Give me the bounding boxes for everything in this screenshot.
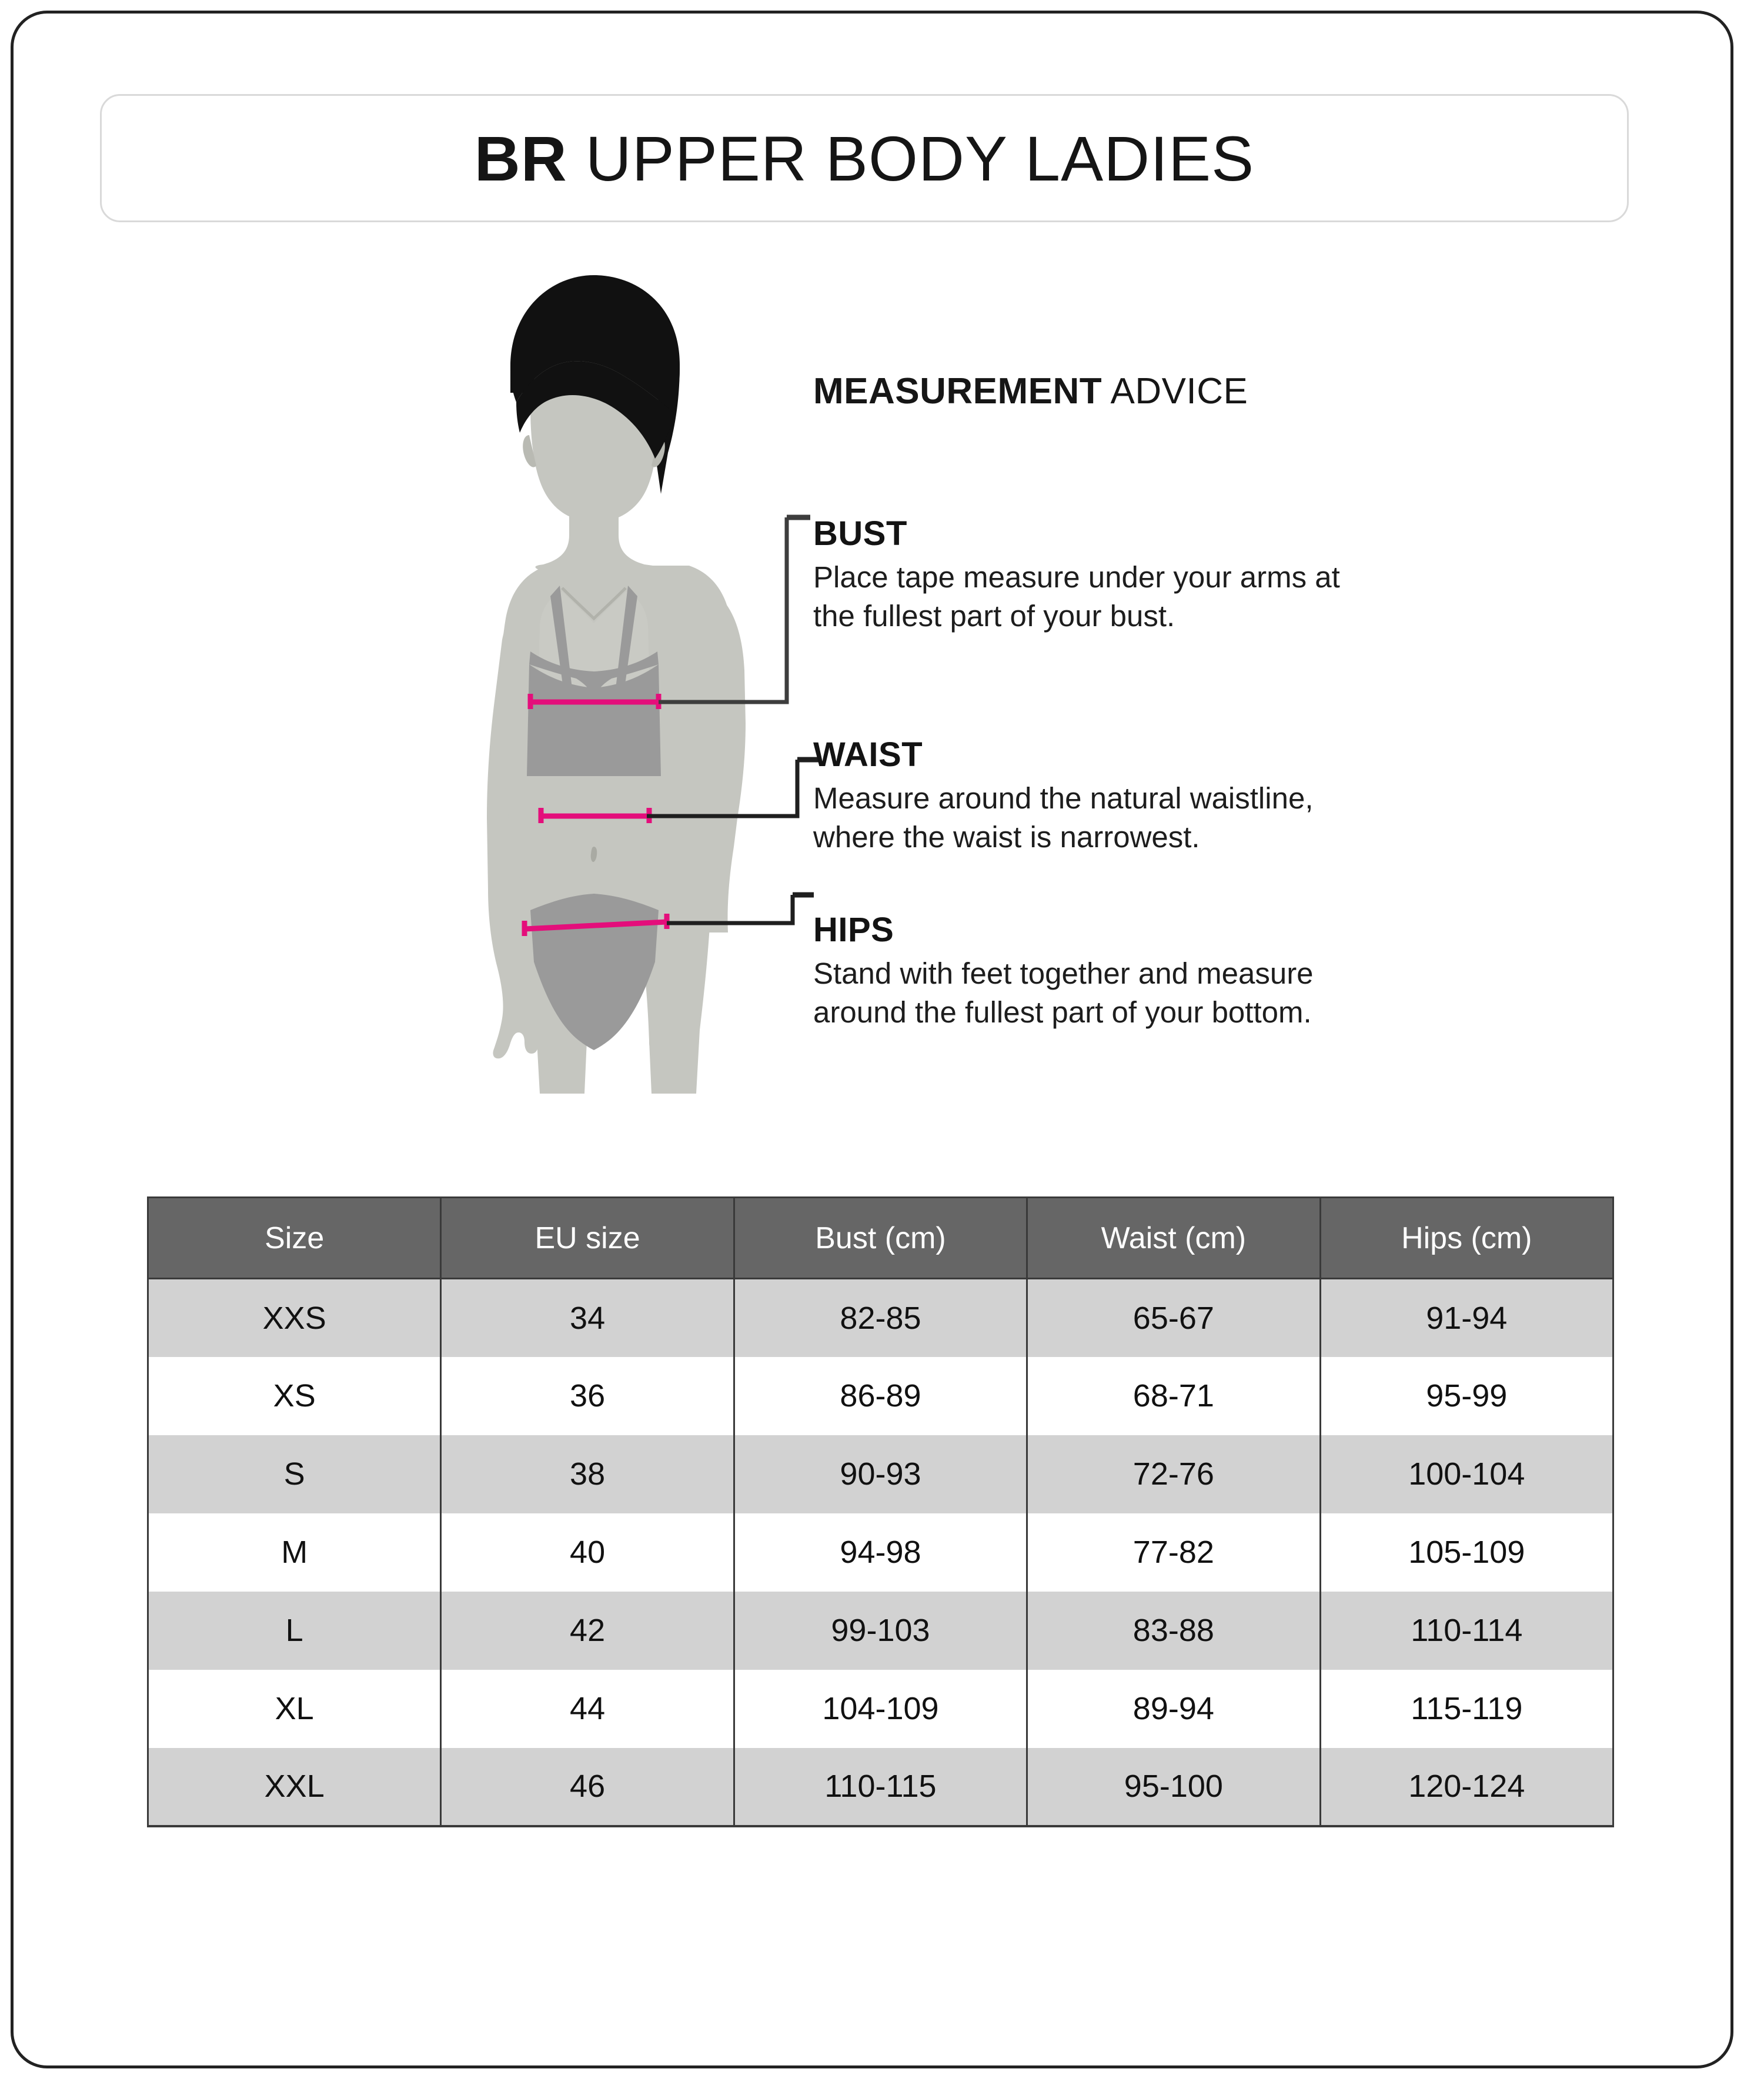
size-table-cell-r6-c0: XXL [146,1747,442,1827]
advice-text-waist-line2: where the waist is narrowest. [813,820,1200,854]
advice-text-waist-line1: Measure around the natural waistline, [813,781,1314,815]
size-table-cell-r6-c4: 120-124 [1319,1747,1615,1827]
size-table-cell-r1-c2: 86-89 [733,1356,1028,1435]
size-table-cell-r4-c4: 110-114 [1319,1591,1615,1670]
size-table-col-header-2: Bust (cm) [733,1196,1028,1279]
size-table-cell-r2-c0: S [146,1435,442,1513]
size-table-cell-r1-c0: XS [146,1356,442,1435]
advice-text-waist: Measure around the natural waistline, wh… [813,779,1507,857]
size-table-cell-r5-c1: 44 [440,1669,735,1748]
size-table-cell-r1-c3: 68-71 [1026,1356,1321,1435]
size-table-col-header-1: EU size [440,1196,735,1279]
size-table-cell-r5-c3: 89-94 [1026,1669,1321,1748]
size-table-body: XXS 34 82-85 65-67 91-94 XS 36 86-89 68-71 95-99 S… [146,1278,1615,1827]
brand-label: BR [474,122,567,194]
size-table-cell-r5-c2: 104-109 [733,1669,1028,1748]
table-row: M 40 94-98 77-82 105-109 [146,1513,1615,1592]
bra-top [527,664,661,776]
size-table: Size EU size Bust (cm) Waist (cm) Hips (cm) … [146,1196,1615,1827]
advice-item-hips: HIPS Stand with feet together and measur… [813,910,1507,1032]
advice-text-bust-line1: Place tape measure under your arms at [813,560,1340,594]
size-table-col-header-0: Size [146,1196,442,1279]
size-table-cell-r4-c3: 83-88 [1026,1591,1321,1670]
size-table-cell-r0-c3: 65-67 [1026,1278,1321,1357]
navel-mark [590,847,597,862]
table-row: XXL 46 110-115 95-100 120-124 [146,1747,1615,1827]
advice-text-bust-line2: the fullest part of your bust. [813,599,1175,633]
advice-text-hips-line2: around the fullest part of your bottom. [813,995,1312,1030]
size-table-cell-r6-c1: 46 [440,1747,735,1827]
table-row: XXS 34 82-85 65-67 91-94 [146,1278,1615,1357]
size-table-cell-r1-c4: 95-99 [1319,1356,1615,1435]
advice-item-bust: BUST Place tape measure under your arms … [813,514,1507,636]
hair-front-shape [510,276,680,413]
advice-heading-rest: ADVICE [1102,371,1248,412]
advice-heading-strong: MEASUREMENT [813,371,1102,412]
advice-text-hips: Stand with feet together and measure aro… [813,954,1507,1032]
advice-text-hips-line1: Stand with feet together and measure [813,957,1314,990]
size-table-cell-r2-c4: 100-104 [1319,1435,1615,1513]
page-title: BR UPPER BODY LADIES [475,122,1254,195]
briefs-shape [530,894,659,1050]
size-table-cell-r1-c1: 36 [440,1356,735,1435]
size-table-cell-r5-c4: 115-119 [1319,1669,1615,1748]
advice-label-hips: HIPS [813,911,894,949]
size-table-cell-r3-c3: 77-82 [1026,1513,1321,1592]
bra-cup-edge [529,651,659,696]
size-table-cell-r2-c3: 72-76 [1026,1435,1321,1513]
advice-label-bust: BUST [813,514,907,553]
advice-item-waist: WAIST Measure around the natural waistli… [813,735,1507,857]
size-table-cell-r2-c2: 90-93 [733,1435,1028,1513]
table-row: L 42 99-103 83-88 110-114 [146,1591,1615,1670]
size-table-cell-r5-c0: XL [146,1669,442,1748]
size-table-cell-r0-c1: 34 [440,1278,735,1357]
size-table-cell-r3-c0: M [146,1513,442,1592]
size-table-container: Size EU size Bust (cm) Waist (cm) Hips (cm) … [146,1196,1615,1827]
size-table-head: Size EU size Bust (cm) Waist (cm) Hips (cm) [146,1196,1615,1279]
chart-title-box: BR UPPER BODY LADIES [100,94,1629,222]
size-table-col-header-3: Waist (cm) [1026,1196,1321,1279]
hair-sweep-shape [516,361,674,459]
size-table-header-row: Size EU size Bust (cm) Waist (cm) Hips (cm) [146,1196,1615,1279]
page-title-rest: UPPER BODY LADIES [567,122,1255,194]
table-row: XS 36 86-89 68-71 95-99 [146,1356,1615,1435]
measurement-advice-heading: MEASUREMENT ADVICE [813,370,1507,412]
advice-text-bust: Place tape measure under your arms at th… [813,558,1507,636]
ear-left-shape [523,435,536,467]
size-table-col-header-4: Hips (cm) [1319,1196,1615,1279]
size-table-cell-r0-c2: 82-85 [733,1278,1028,1357]
collarbone-line [561,587,627,621]
size-table-cell-r0-c4: 91-94 [1319,1278,1615,1357]
size-table-cell-r2-c1: 38 [440,1435,735,1513]
size-table-cell-r4-c0: L [146,1591,442,1670]
table-row: XL 44 104-109 89-94 115-119 [146,1669,1615,1748]
advice-label-waist: WAIST [813,736,923,774]
leg-gap [590,1050,597,1094]
size-table-cell-r3-c4: 105-109 [1319,1513,1615,1592]
size-table-cell-r0-c0: XXS [146,1278,442,1357]
size-table-cell-r4-c1: 42 [440,1591,735,1670]
size-table-cell-r4-c2: 99-103 [733,1591,1028,1670]
size-table-cell-r3-c2: 94-98 [733,1513,1028,1592]
size-table-cell-r3-c1: 40 [440,1513,735,1592]
size-table-cell-r6-c3: 95-100 [1026,1747,1321,1827]
female-figure-illustration [353,259,835,1129]
size-table-cell-r6-c2: 110-115 [733,1747,1028,1827]
measurement-advice-panel: MEASUREMENT ADVICE BUST Place tape measu… [813,370,1507,1029]
neck-shape [543,491,644,564]
table-row: S 38 90-93 72-76 100-104 [146,1435,1615,1513]
